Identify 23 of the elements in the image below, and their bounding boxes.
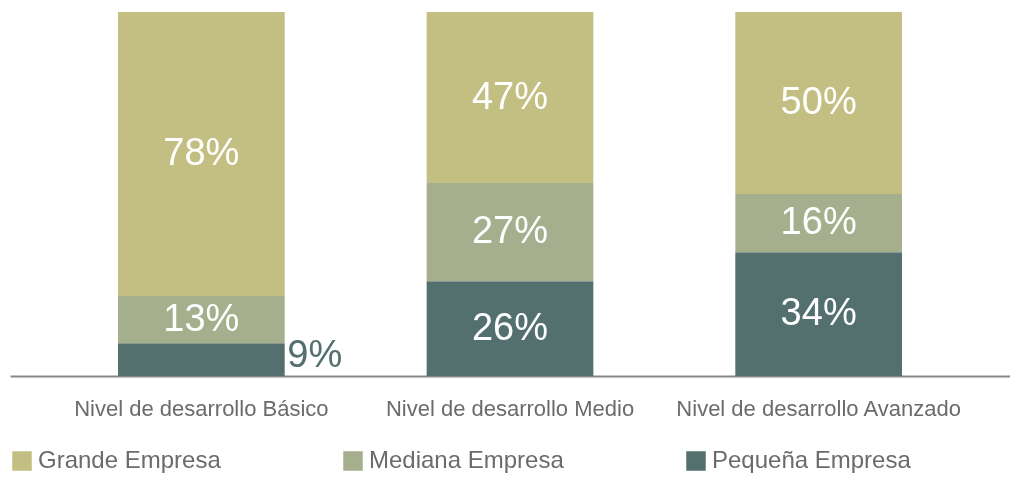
legend-label: Grande Empresa xyxy=(38,446,222,473)
data-label: 9% xyxy=(287,332,343,375)
bar xyxy=(426,281,594,376)
data-label: 50% xyxy=(780,80,857,122)
bar xyxy=(118,343,285,376)
bar xyxy=(735,12,902,194)
legend-label: Pequeña Empresa xyxy=(712,446,912,473)
data-label: 78% xyxy=(163,130,240,173)
x-tick-label: Nivel de desarrollo Medio xyxy=(385,395,635,421)
bar xyxy=(426,183,594,282)
bar xyxy=(118,12,285,296)
legend-label: Mediana Empresa xyxy=(369,446,565,473)
data-label: 26% xyxy=(471,305,549,348)
data-label: 27% xyxy=(471,209,549,252)
bar xyxy=(426,12,594,184)
data-label: 13% xyxy=(163,296,240,339)
bar xyxy=(735,194,902,253)
x-tick-label: Nivel de desarrollo Avanzado xyxy=(676,395,961,421)
x-tick-label: Nivel de desarrollo Básico xyxy=(74,395,329,421)
bar xyxy=(735,252,902,376)
data-label: 16% xyxy=(780,200,857,243)
data-label: 34% xyxy=(780,291,857,334)
data-label: 47% xyxy=(471,74,549,117)
